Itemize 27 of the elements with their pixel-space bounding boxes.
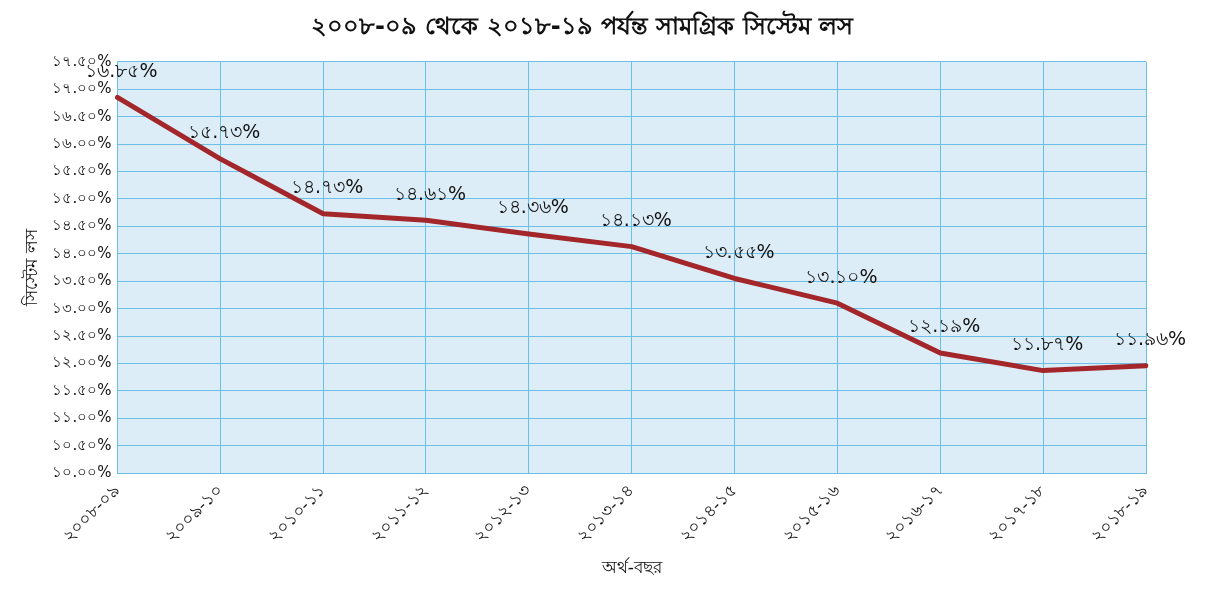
y-tick-label: ১১.৫০% — [52, 380, 112, 399]
data-label: ১৩.৫৫% — [702, 239, 775, 262]
data-label: ১৫.৭৩% — [188, 120, 261, 143]
data-label: ১১.৮৭% — [1011, 332, 1084, 355]
y-tick-label: ১২.৫০% — [52, 325, 112, 344]
y-tick-label: ১০.০০% — [52, 463, 112, 482]
data-label: ১৪.৩৬% — [496, 195, 569, 218]
y-tick-label: ১৩.৫০% — [52, 271, 112, 290]
y-tick-label: ১৭.০০% — [52, 79, 112, 98]
chart-title: ২০০৮-০৯ থেকে ২০১৮-১৯ পর্যন্ত সামগ্রিক সিস্টেম লস — [310, 9, 855, 40]
y-tick-label: ১৬.৫০% — [52, 106, 112, 125]
data-label: ১৪.৬১% — [393, 181, 467, 204]
y-tick-label: ১০.৫০% — [52, 435, 112, 454]
y-tick-label: ১৫.০০% — [52, 188, 112, 207]
data-label: ১৩.১০% — [805, 264, 878, 287]
x-axis-title: অর্থ-বছর — [600, 557, 663, 578]
data-label: ১৪.১৩% — [599, 208, 672, 231]
y-tick-label: ১৩.০০% — [52, 298, 112, 317]
y-tick-label: ১৫.৫০% — [52, 161, 112, 180]
data-label: ১২.১৯% — [908, 314, 981, 337]
y-tick-label: ১৪.৫০% — [52, 216, 112, 235]
y-tick-label: ১১.০০% — [52, 408, 112, 427]
y-tick-label: ১৪.০০% — [52, 243, 112, 262]
y-tick-label: ১৬.০০% — [52, 133, 112, 152]
y-tick-label: ১২.০০% — [52, 353, 112, 372]
data-label: ১৪.৭৩% — [291, 175, 364, 198]
y-axis-title: সিস্টেম লস — [20, 228, 41, 307]
